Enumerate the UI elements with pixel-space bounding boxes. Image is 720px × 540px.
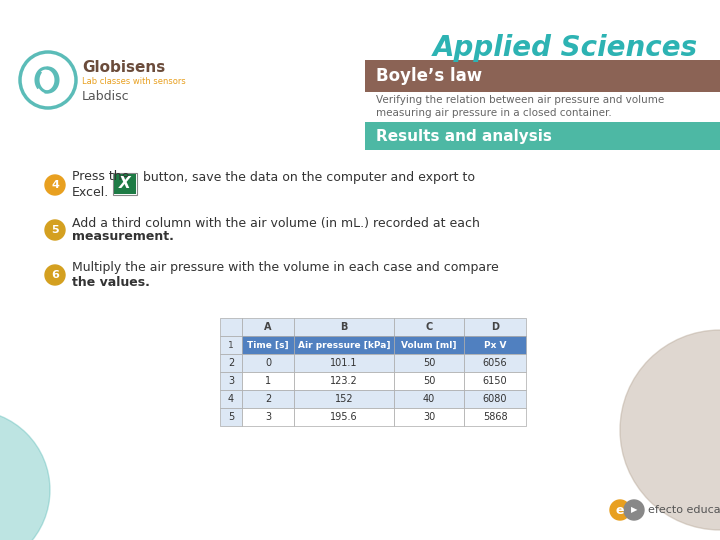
Text: 3: 3	[228, 376, 234, 386]
Text: Verifying the relation between air pressure and volume: Verifying the relation between air press…	[376, 95, 665, 105]
FancyBboxPatch shape	[394, 336, 464, 354]
FancyBboxPatch shape	[242, 408, 294, 426]
Text: Add a third column with the air volume (in mL.) recorded at each: Add a third column with the air volume (…	[72, 217, 480, 230]
Text: button, save the data on the computer and export to: button, save the data on the computer an…	[143, 171, 475, 184]
Text: 1: 1	[265, 376, 271, 386]
Text: 2: 2	[265, 394, 271, 404]
FancyBboxPatch shape	[294, 336, 394, 354]
FancyBboxPatch shape	[294, 372, 394, 390]
Text: measuring air pressure in a closed container.: measuring air pressure in a closed conta…	[376, 108, 612, 118]
FancyBboxPatch shape	[242, 390, 294, 408]
FancyBboxPatch shape	[294, 408, 394, 426]
Text: Results and analysis: Results and analysis	[376, 129, 552, 144]
FancyBboxPatch shape	[242, 336, 294, 354]
FancyBboxPatch shape	[464, 372, 526, 390]
Text: 1: 1	[228, 341, 234, 349]
Circle shape	[24, 56, 72, 104]
Text: Labdisc: Labdisc	[82, 91, 130, 104]
Text: 195.6: 195.6	[330, 412, 358, 422]
FancyBboxPatch shape	[242, 318, 294, 336]
Text: 2: 2	[228, 358, 234, 368]
Text: 50: 50	[423, 358, 435, 368]
Text: B: B	[341, 322, 348, 332]
Text: ▶: ▶	[631, 505, 637, 515]
Circle shape	[45, 265, 65, 285]
FancyBboxPatch shape	[113, 173, 137, 195]
Text: 101.1: 101.1	[330, 358, 358, 368]
FancyBboxPatch shape	[394, 408, 464, 426]
FancyBboxPatch shape	[365, 60, 720, 92]
Text: Air pressure [kPa]: Air pressure [kPa]	[298, 341, 390, 349]
FancyBboxPatch shape	[394, 318, 464, 336]
FancyBboxPatch shape	[394, 390, 464, 408]
Text: D: D	[491, 322, 499, 332]
FancyBboxPatch shape	[464, 390, 526, 408]
Text: 0: 0	[265, 358, 271, 368]
Circle shape	[624, 500, 644, 520]
Text: Applied Sciences: Applied Sciences	[433, 34, 698, 62]
FancyBboxPatch shape	[242, 354, 294, 372]
Text: 6080: 6080	[482, 394, 508, 404]
Text: 4: 4	[51, 180, 59, 190]
Circle shape	[45, 220, 65, 240]
Text: 5868: 5868	[482, 412, 508, 422]
Text: C: C	[426, 322, 433, 332]
Text: 5: 5	[228, 412, 234, 422]
FancyBboxPatch shape	[220, 354, 242, 372]
Circle shape	[45, 175, 65, 195]
Text: efecto educativo: efecto educativo	[648, 505, 720, 515]
Text: measurement.: measurement.	[72, 231, 174, 244]
Text: 3: 3	[265, 412, 271, 422]
FancyBboxPatch shape	[294, 318, 394, 336]
FancyBboxPatch shape	[464, 408, 526, 426]
Text: Lab classes with sensors: Lab classes with sensors	[82, 78, 186, 86]
Text: Volum [ml]: Volum [ml]	[401, 341, 456, 349]
FancyBboxPatch shape	[114, 174, 136, 194]
FancyBboxPatch shape	[220, 408, 242, 426]
Text: 40: 40	[423, 394, 435, 404]
Text: Multiply the air pressure with the volume in each case and compare: Multiply the air pressure with the volum…	[72, 261, 499, 274]
FancyBboxPatch shape	[464, 318, 526, 336]
Text: Excel.: Excel.	[72, 186, 109, 199]
Circle shape	[0, 410, 50, 540]
FancyBboxPatch shape	[464, 336, 526, 354]
FancyBboxPatch shape	[394, 354, 464, 372]
Text: 50: 50	[423, 376, 435, 386]
Text: Px V: Px V	[484, 341, 506, 349]
Text: Time [s]: Time [s]	[247, 341, 289, 349]
Text: e: e	[616, 503, 624, 516]
FancyBboxPatch shape	[242, 372, 294, 390]
Text: 6150: 6150	[482, 376, 508, 386]
Text: A: A	[264, 322, 271, 332]
Text: the values.: the values.	[72, 275, 150, 288]
FancyBboxPatch shape	[220, 372, 242, 390]
FancyBboxPatch shape	[394, 372, 464, 390]
Text: X: X	[119, 177, 131, 192]
FancyBboxPatch shape	[220, 318, 242, 336]
Text: Globisens: Globisens	[82, 60, 166, 76]
FancyBboxPatch shape	[464, 354, 526, 372]
Text: 123.2: 123.2	[330, 376, 358, 386]
Text: Press the: Press the	[72, 171, 130, 184]
FancyBboxPatch shape	[365, 122, 720, 150]
Text: 6: 6	[51, 270, 59, 280]
Text: 5: 5	[51, 225, 59, 235]
FancyBboxPatch shape	[220, 336, 242, 354]
Text: 30: 30	[423, 412, 435, 422]
Circle shape	[610, 500, 630, 520]
Text: Boyle’s law: Boyle’s law	[376, 67, 482, 85]
FancyBboxPatch shape	[294, 390, 394, 408]
FancyBboxPatch shape	[294, 354, 394, 372]
Text: 4: 4	[228, 394, 234, 404]
Text: 152: 152	[335, 394, 354, 404]
Circle shape	[620, 330, 720, 530]
FancyBboxPatch shape	[220, 390, 242, 408]
Text: 6056: 6056	[482, 358, 508, 368]
